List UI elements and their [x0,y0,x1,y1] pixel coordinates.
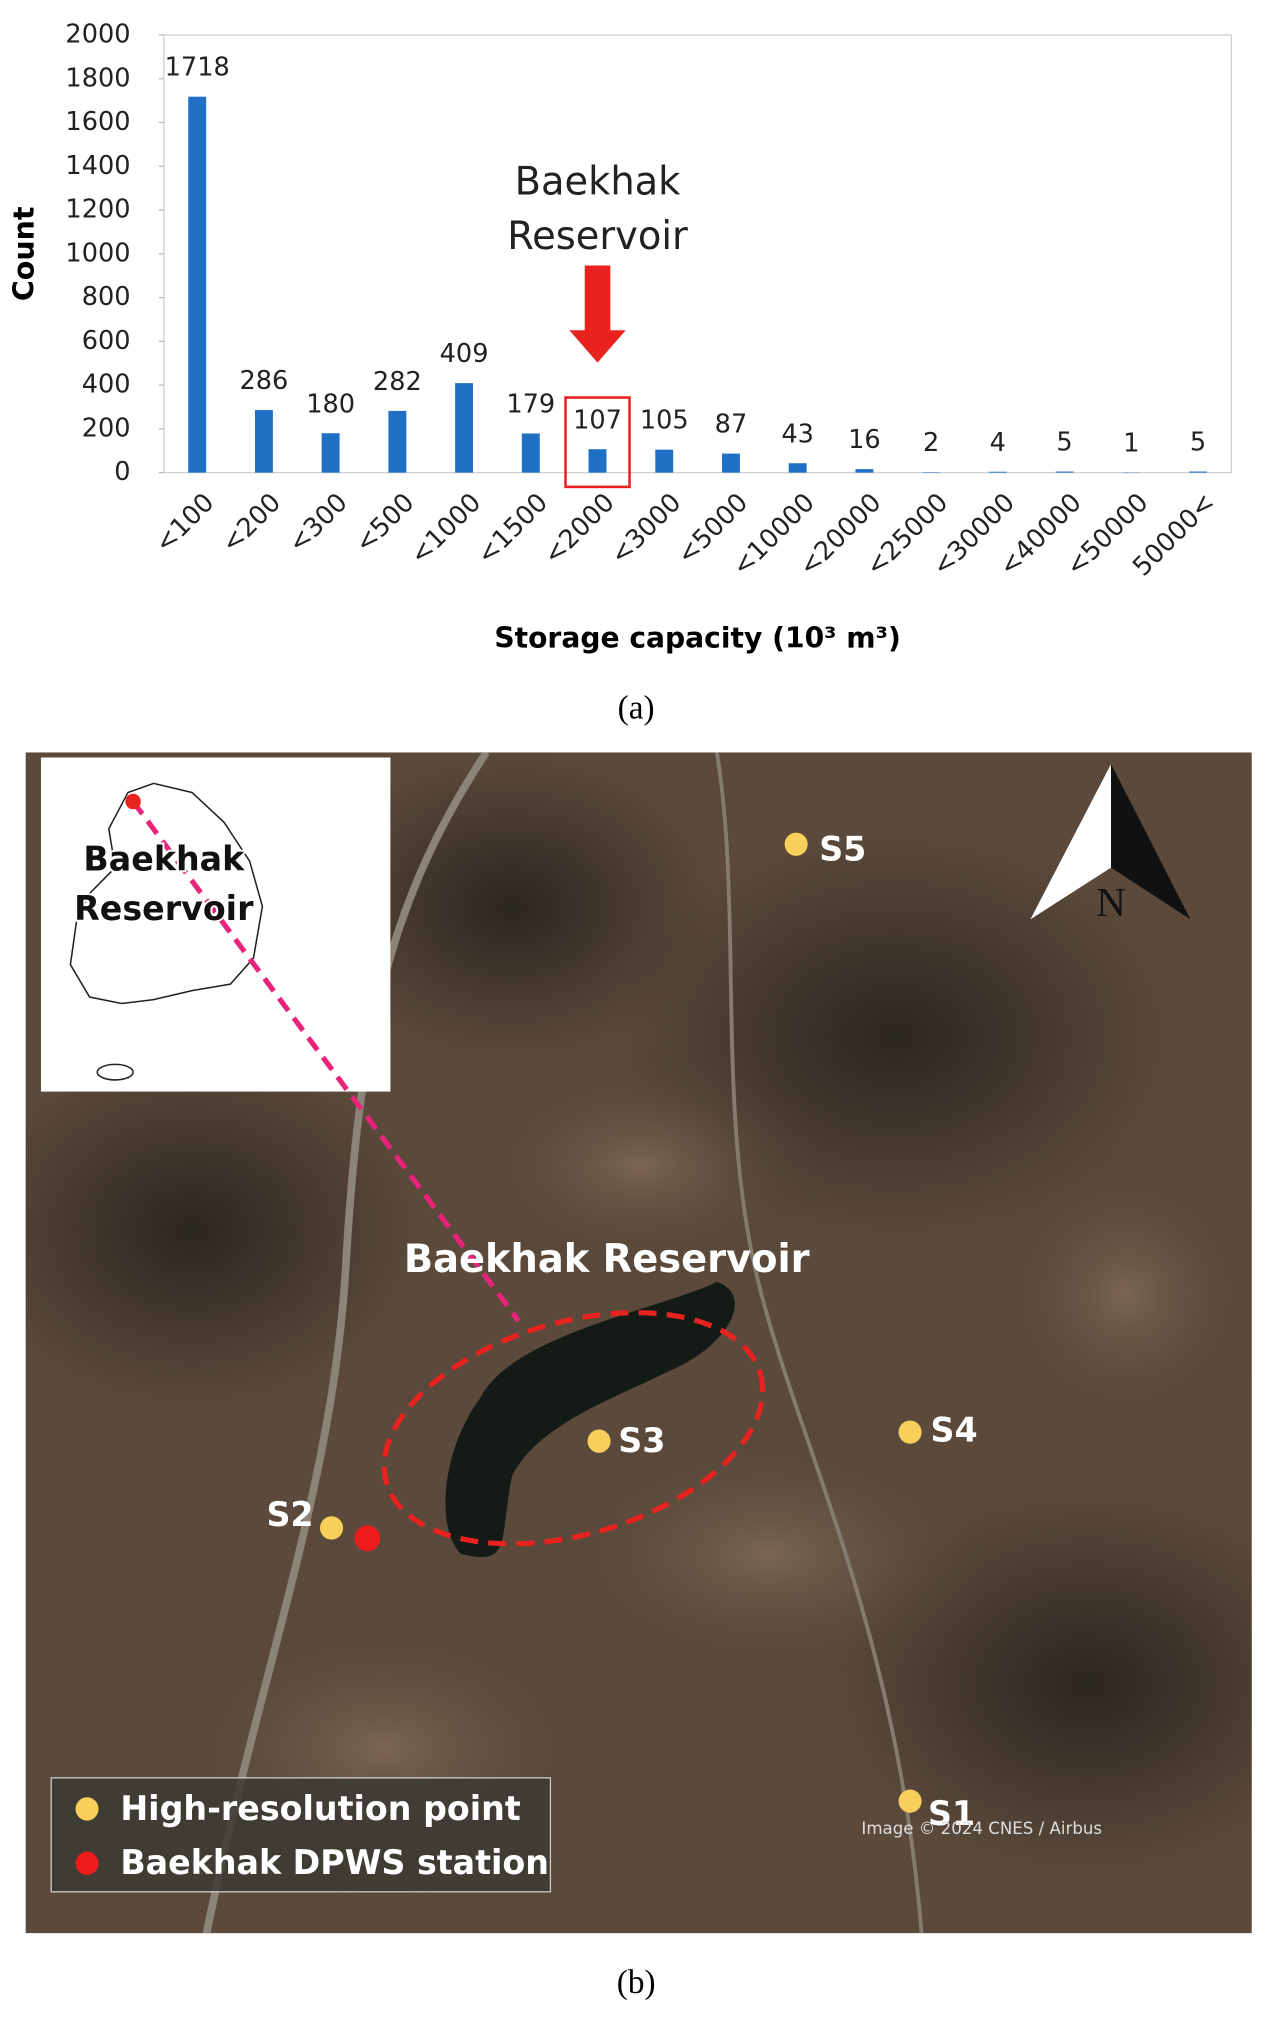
satellite-map: Baekhak Reservoir N Baekhak Reservoir S1… [25,752,1252,1934]
inset-label: Baekhak [83,839,245,878]
annotation: Reservoir [507,214,688,259]
point-label: S5 [819,829,866,868]
value-label: 5 [1056,427,1072,457]
annotation: Baekhak [515,159,681,204]
value-label: 282 [373,367,422,397]
y-tick-label: 800 [82,282,131,312]
value-label: 180 [306,389,355,419]
y-tick-label: 1200 [65,194,130,224]
reservoir-water [445,1281,735,1558]
y-tick-label: 600 [82,326,131,356]
value-label: 2 [923,428,939,458]
y-tick-label: 1400 [65,151,130,181]
jeju-outline [96,1063,134,1081]
annotation-box [564,396,631,489]
legend-entry: High-resolution point [120,1789,520,1828]
x-tick-label: <1500 [471,488,553,571]
value-label: 87 [715,410,748,440]
north-label: N [1096,879,1126,925]
value-label: 4 [990,428,1006,458]
annotation-arrow [569,265,626,363]
value-label: 286 [239,366,288,396]
bar [988,471,1007,473]
point [898,1789,922,1813]
image-credit: Image © 2024 CNES / Airbus [861,1818,1102,1838]
bar [521,433,540,473]
y-tick-label: 400 [82,370,131,400]
x-tick-label: <300 [283,488,354,560]
y-tick-label: 1800 [65,63,130,93]
value-label: 1718 [165,53,230,83]
point [784,832,808,856]
korea-outline [69,782,264,1005]
point-label: S4 [931,1411,978,1450]
legend: High-resolution point Baekhak DPWS stati… [50,1777,552,1893]
value-label: 5 [1190,427,1206,457]
bar [588,449,607,473]
bar-chart: 0 200 400 600 800 1000 1200 1400 1600 1800 2000 Cou… [8,19,1232,655]
y-tick-label: 0 [114,457,130,487]
x-axis-title: Storage capacity (10³ m³) [494,622,900,655]
terrain [25,752,1252,1934]
bar [1055,471,1074,473]
panel-label: (a) [618,689,655,726]
x-tick-label: <1000 [405,488,487,571]
map-title: Baekhak Reservoir [404,1237,810,1282]
locator-line [131,799,521,1323]
bar [788,463,807,473]
value-label: 409 [440,339,489,369]
value-label: 16 [848,425,881,455]
point-label: S2 [266,1495,313,1534]
inset-location [125,793,141,810]
bar [188,96,207,473]
bar [722,453,740,473]
y-tick-label: 1600 [65,107,130,137]
bar [455,383,474,473]
bar [254,410,273,473]
value-label: 179 [506,389,555,419]
point [898,1420,922,1444]
value-label: 107 [573,405,622,435]
value-label: 43 [781,419,814,449]
point [320,1516,344,1540]
bar [388,410,407,473]
legend-entry: Baekhak DPWS station [120,1843,549,1882]
y-tick-label: 2000 [65,19,130,49]
y-tick-label: 200 [82,413,131,443]
bar [855,469,874,473]
point-label: S3 [618,1421,665,1460]
x-tick-label: <100 [149,488,220,560]
x-tick-label: <2000 [538,488,620,571]
y-tick-label: 1000 [65,238,130,268]
x-tick-label: <3000 [605,488,687,571]
station-point [354,1525,381,1552]
reservoir-outline [381,1310,766,1547]
value-label: 105 [640,406,689,436]
bar [321,433,340,473]
value-label: 1 [1123,428,1139,458]
point-label: S1 [928,1794,975,1833]
y-axis-title: Count [8,206,41,301]
bar [1189,471,1207,473]
x-tick-label: <200 [216,488,287,560]
bar [655,449,674,473]
point [587,1429,611,1453]
inset-map [40,757,391,1092]
inset-label: Reservoir [74,889,254,928]
panel-label: (b) [617,1964,656,2001]
